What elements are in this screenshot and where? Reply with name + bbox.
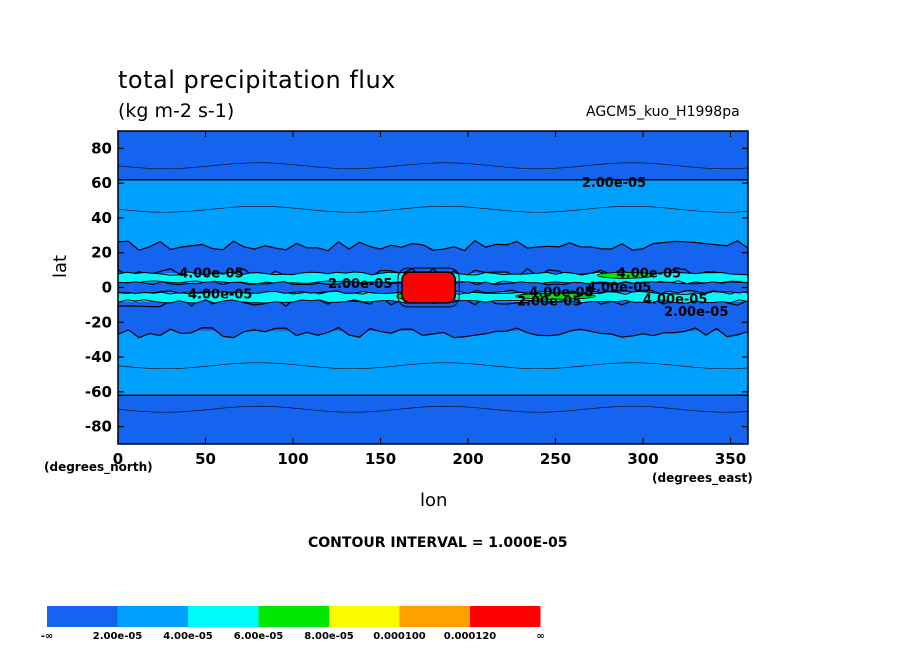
green-patch-south: [515, 292, 596, 300]
y-tick-label: -40: [85, 348, 112, 366]
contour-line-north: [117, 205, 749, 213]
colorbar-swatch: [399, 606, 470, 627]
colorbar-swatch: [329, 606, 400, 627]
region-maximum-near-dateline: [401, 271, 456, 304]
colorbar-label: ∞: [536, 631, 544, 642]
contour-label: 4.00e-05: [188, 287, 252, 302]
contour-label: 4.00e-05: [179, 267, 243, 282]
colorbar-swatch: [188, 606, 259, 627]
y-tick-label: 0: [102, 279, 112, 297]
y-tick-label: -80: [85, 418, 112, 436]
chart-title: total precipitation flux: [118, 66, 396, 94]
contour-label: 2.00e-05: [517, 294, 581, 309]
region-polar-north: [118, 131, 748, 180]
colorbar-label: 8.00e-05: [304, 631, 354, 642]
x-axis-title: lon: [420, 490, 448, 511]
contour-line-south: [117, 362, 749, 370]
contour-label: 2.00e-05: [328, 277, 392, 292]
contour-interval-label: CONTOUR INTERVAL = 1.000E-05: [308, 535, 568, 551]
contour-label: 4.00e-05: [643, 293, 707, 308]
contour-line-polar-s: [117, 405, 749, 413]
region-polar-south: [118, 395, 748, 444]
y-unit-label: (degrees_north): [44, 460, 153, 474]
y-tick-label: 80: [91, 139, 112, 157]
contour-label: 4.00e-05: [617, 267, 681, 282]
maximum-outline: [397, 267, 460, 308]
x-tick-label: 150: [365, 450, 396, 468]
colorbar-swatch: [470, 606, 541, 627]
colorbar-label: 0.000100: [373, 631, 426, 642]
green-patch-north: [597, 271, 654, 279]
x-tick-label: 350: [715, 450, 746, 468]
contour-line-polar-n: [117, 162, 749, 170]
y-tick-label: 20: [91, 244, 112, 262]
contour-label: 4.00e-05: [587, 281, 651, 296]
contour-label: 2.00e-05: [582, 176, 646, 191]
chart-units: (kg m-2 s-1): [118, 100, 235, 122]
x-tick-label: 300: [627, 450, 658, 468]
x-unit-label: (degrees_east): [652, 471, 753, 485]
colorbar-label: 4.00e-05: [163, 631, 213, 642]
y-tick-label: 60: [91, 174, 112, 192]
x-tick-label: 200: [452, 450, 483, 468]
dataset-label: AGCM5_kuo_H1998pa: [586, 104, 740, 120]
y-axis-title: lat: [50, 254, 71, 278]
colorbar-label: 6.00e-05: [234, 631, 284, 642]
x-tick-label: 100: [277, 450, 308, 468]
x-tick-label: 50: [195, 450, 216, 468]
y-tick-label: -60: [85, 383, 112, 401]
colorbar-swatch: [117, 606, 188, 627]
y-tick-label: 40: [91, 209, 112, 227]
contour-label: 4.00e-05: [529, 286, 593, 301]
colorbar-label: -∞: [41, 631, 53, 642]
x-tick-label: 250: [540, 450, 571, 468]
x-tick-label: 0: [113, 450, 123, 468]
colorbar-label: 0.000120: [444, 631, 497, 642]
colorbar-swatch: [47, 606, 118, 627]
colorbar-label: 2.00e-05: [93, 631, 143, 642]
region-midlat-north: [118, 179, 748, 250]
y-tick-label: -20: [85, 313, 112, 331]
colorbar-swatch: [258, 606, 329, 627]
contour-label: 2.00e-05: [664, 305, 728, 320]
